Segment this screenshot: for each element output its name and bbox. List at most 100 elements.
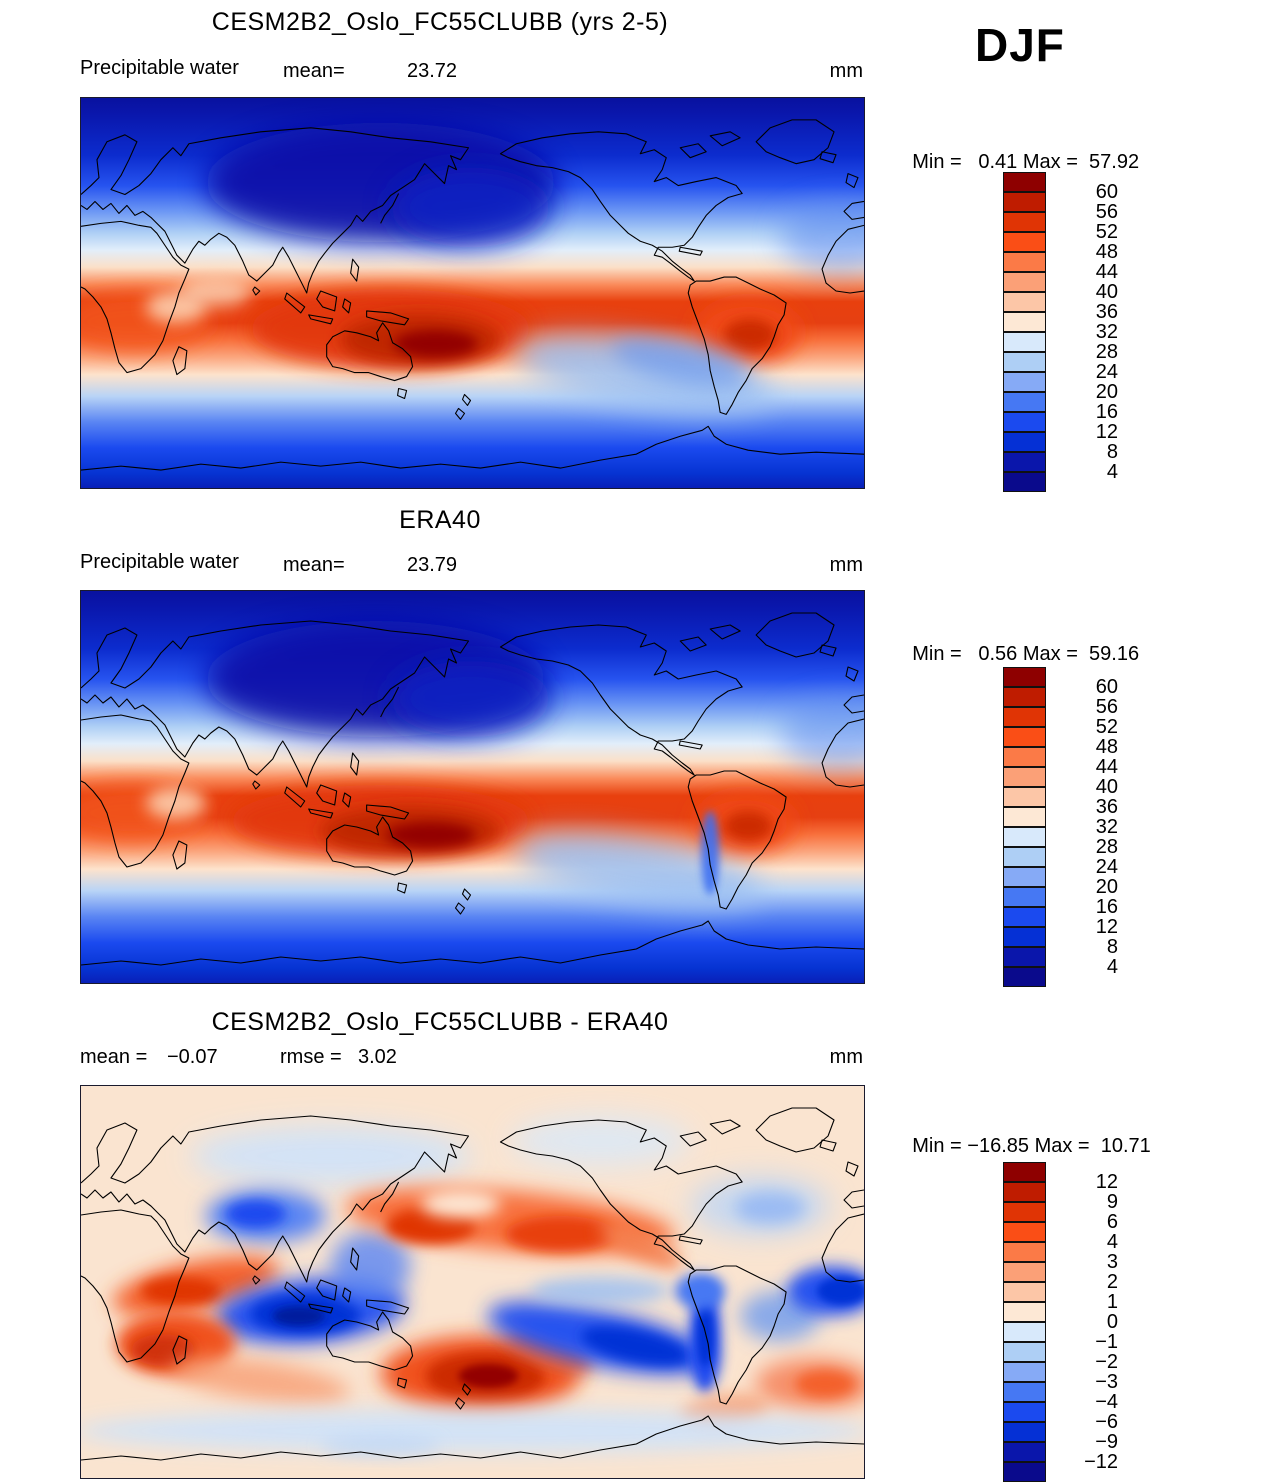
- colorbar-tick-label: 24: [1095, 856, 1118, 878]
- colorbar-tick-label: −2: [1095, 1351, 1118, 1373]
- colorbar-tick-label: −12: [1084, 1451, 1118, 1473]
- colorbar-cell: [1003, 1322, 1046, 1342]
- colorbar-cell: [1003, 352, 1046, 372]
- colorbar-cell: [1003, 432, 1046, 452]
- colorbar-cell: [1003, 232, 1046, 252]
- panel2-mean-value: 23.79: [407, 554, 458, 576]
- colorbar-tick-label: 52: [1095, 716, 1118, 738]
- panel2-max-label: Max =: [1022, 643, 1078, 665]
- map-reference: [80, 590, 865, 984]
- panel2-mean-label: mean=: [283, 554, 345, 576]
- colorbar-tick-label: 16: [1095, 896, 1118, 918]
- colorbar-tick-label: 36: [1095, 301, 1118, 323]
- colorbar-cell: [1003, 1342, 1046, 1362]
- colorbar-tick-label: 1: [1106, 1291, 1118, 1313]
- colorbar-reference: 60 56 52 48 44 40 36 32 28 24 20 16 12 8 4: [1003, 667, 1163, 987]
- panel3-max-label: Max =: [1034, 1135, 1090, 1157]
- colorbar-tick-label: 48: [1095, 241, 1118, 263]
- colorbar-tick-label: −3: [1095, 1371, 1118, 1393]
- colorbar-cell: [1003, 332, 1046, 352]
- colorbar-tick-label: 4: [1106, 461, 1118, 483]
- colorbar-cell: [1003, 807, 1046, 827]
- colorbar-cell: [1003, 1442, 1046, 1462]
- colorbar-cell: [1003, 372, 1046, 392]
- panel1-field-label: Precipitable water: [80, 57, 239, 79]
- colorbar-tick-label: 12: [1095, 1171, 1118, 1193]
- colorbar-difference: 12 9 6 4 3 2 1 0 −1 −2 −3 −4 −6 −9 −12: [1003, 1162, 1163, 1482]
- panel1-min-value: 0.41: [978, 151, 1018, 173]
- panel3-rmse-value: 3.02: [358, 1046, 397, 1068]
- colorbar-tick-label: 36: [1095, 796, 1118, 818]
- colorbar-tick-label: −4: [1095, 1391, 1118, 1413]
- panel3-min-label: Min =: [912, 1135, 962, 1157]
- panel2-min-value: 0.56: [978, 643, 1018, 665]
- colorbar-tick-label: −6: [1095, 1411, 1118, 1433]
- colorbar-cell: [1003, 212, 1046, 232]
- colorbar-tick-label: 60: [1095, 181, 1118, 203]
- colorbar-cell: [1003, 1282, 1046, 1302]
- colorbar-cell: [1003, 1402, 1046, 1422]
- colorbar-tick-label: 8: [1106, 441, 1118, 463]
- colorbar-cell: [1003, 767, 1046, 787]
- map-difference: [80, 1085, 865, 1479]
- colorbar-tick-label: 2: [1106, 1271, 1118, 1293]
- colorbar-cell: [1003, 192, 1046, 212]
- colorbar-cell: [1003, 412, 1046, 432]
- colorbar-cell: [1003, 252, 1046, 272]
- colorbar-tick-label: −1: [1095, 1331, 1118, 1353]
- panel3-title: CESM2B2_Oslo_FC55CLUBB - ERA40: [211, 1008, 669, 1036]
- colorbar-tick-label: 3: [1106, 1251, 1118, 1273]
- colorbar-cell: [1003, 1242, 1046, 1262]
- colorbar-model: 60 56 52 48 44 40 36 32 28 24 20 16 12 8 4: [1003, 172, 1163, 492]
- colorbar-tick-label: 44: [1095, 261, 1118, 283]
- colorbar-cell: [1003, 1202, 1046, 1222]
- panel1-mean-value: 23.72: [407, 60, 458, 82]
- map-reference-svg: [81, 591, 864, 983]
- colorbar-tick-label: 28: [1095, 836, 1118, 858]
- map-difference-anomaly-blobs: [81, 1116, 864, 1456]
- panel3-rmse-label: rmse =: [280, 1046, 342, 1068]
- colorbar-cell: [1003, 312, 1046, 332]
- colorbar-cell: [1003, 172, 1046, 192]
- colorbar-cell: [1003, 727, 1046, 747]
- colorbar-cell: [1003, 472, 1046, 492]
- colorbar-cell: [1003, 1362, 1046, 1382]
- panel1-max-label: Max =: [1022, 151, 1078, 173]
- panel3-minmax: Min = −16.85 Max = 10.71: [890, 1112, 1210, 1181]
- colorbar-cell: [1003, 907, 1046, 927]
- colorbar-cell: [1003, 847, 1046, 867]
- colorbar-tick-label: 20: [1095, 381, 1118, 403]
- colorbar-cell: [1003, 887, 1046, 907]
- colorbar-cell: [1003, 1462, 1046, 1482]
- colorbar-tick-label: 48: [1095, 736, 1118, 758]
- colorbar-tick-label: 0: [1106, 1311, 1118, 1333]
- colorbar-cell: [1003, 392, 1046, 412]
- colorbar-cell: [1003, 1222, 1046, 1242]
- colorbar-cell: [1003, 827, 1046, 847]
- colorbar-tick-label: 24: [1095, 361, 1118, 383]
- colorbar-tick-label: 32: [1095, 816, 1118, 838]
- colorbar-cell: [1003, 667, 1046, 687]
- colorbar-tick-label: 40: [1095, 281, 1118, 303]
- colorbar-cell: [1003, 292, 1046, 312]
- panel1-title: CESM2B2_Oslo_FC55CLUBB (yrs 2-5): [211, 8, 669, 36]
- map-reference-anomaly-blobs: [81, 621, 864, 910]
- panel1-units: mm: [829, 60, 863, 82]
- colorbar-tick-label: −9: [1095, 1431, 1118, 1453]
- map-model-svg: [81, 98, 864, 488]
- panel2-field-label: Precipitable water: [80, 551, 239, 573]
- colorbar-cell: [1003, 867, 1046, 887]
- colorbar-cell: [1003, 687, 1046, 707]
- colorbar-cell: [1003, 747, 1046, 767]
- colorbar-cell: [1003, 1262, 1046, 1282]
- map-difference-svg: [81, 1086, 864, 1478]
- map-model-anomaly-blobs: [81, 122, 864, 415]
- colorbar-cell: [1003, 787, 1046, 807]
- colorbar-tick-label: 44: [1095, 756, 1118, 778]
- colorbar-cell: [1003, 1162, 1046, 1182]
- colorbar-cell: [1003, 272, 1046, 292]
- panel3-units: mm: [829, 1046, 863, 1068]
- panel1-minmax: Min = 0.41 Max = 57.92: [890, 128, 1210, 197]
- colorbar-cell: [1003, 1182, 1046, 1202]
- colorbar-cell: [1003, 927, 1046, 947]
